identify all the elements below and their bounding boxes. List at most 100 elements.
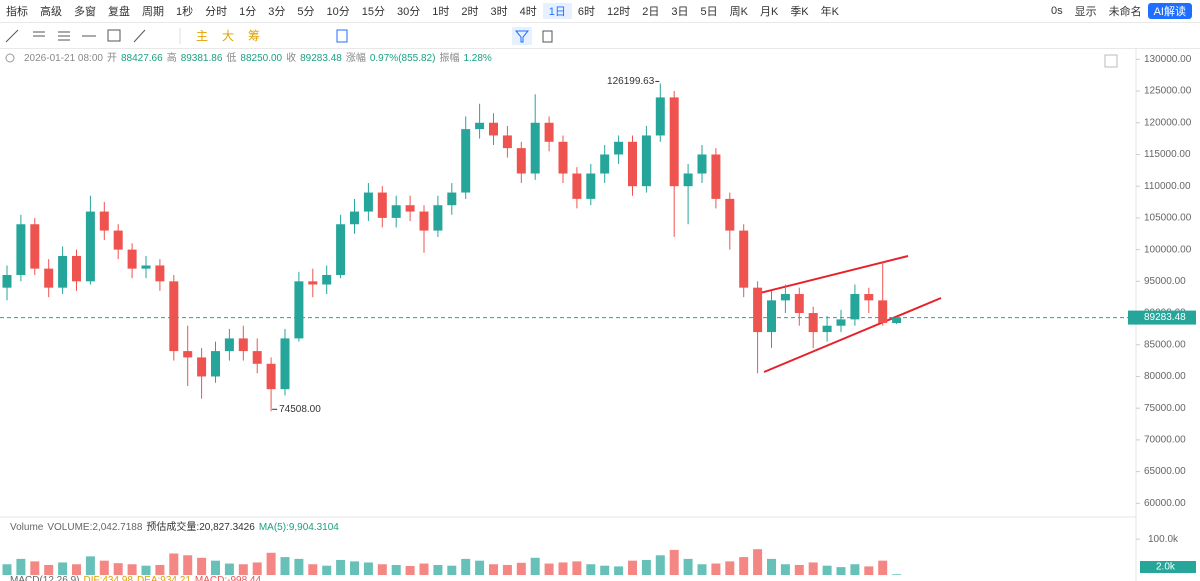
y-tick-label: 110000.00 [1144, 181, 1191, 192]
info-text: MACD:-998.44 [195, 575, 262, 581]
info-text: 振幅 [439, 51, 459, 64]
volume-bar [2, 564, 12, 575]
toolbar-item[interactable]: 分时 [205, 6, 228, 18]
volume-bar [113, 563, 123, 575]
volume-bar [544, 563, 554, 575]
candle-body [780, 294, 790, 301]
candle-body [614, 141, 624, 155]
volume-bar [30, 561, 40, 575]
tool-delete[interactable] [542, 30, 553, 43]
candle-body [85, 211, 95, 282]
candle-body [113, 230, 123, 250]
candle-body [350, 211, 359, 225]
toolbar-item[interactable]: 复盘 [108, 6, 130, 18]
collapse-icon [5, 53, 15, 63]
toolbar: 指标 高级 多窗 复盘 周期 1秒 分时 1分 3分 5分 10分 15分 30分 1时 2时 3时 4时 1日 6… [0, 0, 1200, 23]
toolbar-item[interactable]: 5日 [700, 6, 718, 18]
last-price-box [1128, 310, 1196, 325]
volume-bar [252, 562, 262, 575]
toolbar-item[interactable]: 1日 [542, 3, 572, 19]
volume-bar [363, 562, 373, 575]
volume-bar [572, 561, 582, 575]
info-text: 涨幅 [346, 51, 366, 64]
v-tick-label: 100.0k [1148, 534, 1179, 545]
volume-last-label: 2.0k [1156, 562, 1176, 573]
y-tick-label: 100000.00 [1144, 244, 1192, 255]
volume-bar [99, 560, 109, 575]
toolbar-item[interactable]: 3日 [671, 6, 689, 18]
volume-bar [836, 567, 846, 575]
volume-bar [447, 565, 457, 575]
volume-bar [697, 564, 707, 575]
toolbar-item[interactable]: 多窗 [74, 6, 96, 18]
toolbar-item[interactable]: 3时 [490, 6, 508, 18]
info-text: 高 [167, 51, 177, 64]
tool-copy[interactable] [336, 29, 348, 43]
candle-body [739, 230, 749, 288]
volume-bar [322, 565, 332, 575]
toolbar-item[interactable]: 15分 [361, 6, 385, 18]
toolbar-item[interactable]: 6时 [577, 6, 595, 18]
volume-bar [197, 557, 207, 575]
volume-bar [377, 564, 387, 575]
fullscreen-icon[interactable] [1104, 54, 1118, 68]
candle-body [586, 173, 596, 199]
volume-bar [155, 564, 165, 575]
candle-body [475, 122, 485, 130]
toolbar-item[interactable]: 10分 [326, 6, 350, 18]
candle-body [767, 300, 776, 333]
toolbar-item[interactable]: 2时 [461, 6, 479, 18]
volume-info: Volume VOLUME:2,042.7188 预估成交量:20,827.3426… [10, 520, 339, 533]
toolbar-item[interactable]: 3分 [268, 6, 286, 18]
tool-rect[interactable] [107, 29, 121, 42]
candle-body [363, 192, 373, 212]
toolbar-item[interactable]: 1分 [239, 6, 257, 18]
candle-body [822, 325, 832, 333]
candle-body [127, 249, 137, 269]
toolbar-item[interactable]: 季K [790, 6, 809, 18]
volume-bar [391, 564, 401, 575]
toolbar-item[interactable]: 1时 [432, 6, 450, 18]
candle-body [697, 154, 707, 174]
info-text: MA(5):9,904.3104 [259, 522, 339, 533]
toolbar-item[interactable]: 1秒 [176, 6, 194, 18]
tool-text[interactable]: 主 [196, 29, 208, 43]
toolbar-item[interactable]: 4时 [519, 6, 537, 18]
candle-body [183, 351, 193, 358]
volume-bar [614, 566, 624, 575]
toolbar-item[interactable]: 周K [729, 6, 748, 18]
volume-bar [864, 566, 874, 575]
info-text: 89283.48 [300, 53, 342, 64]
candle-body [669, 97, 679, 187]
candle-body [572, 173, 582, 199]
toolbar-item[interactable]: 月K [759, 6, 779, 18]
toolbar-item[interactable]: 0s [1050, 5, 1063, 17]
tool-filter[interactable] [514, 30, 530, 43]
toolbar-item[interactable]: 指标 [6, 6, 28, 18]
toolbar-item[interactable]: 显示 [1074, 6, 1097, 18]
volume-bar [822, 565, 832, 575]
toolbar-item[interactable]: 周期 [142, 6, 164, 18]
volume-bar [266, 552, 276, 575]
toolbar-item[interactable]: 年K [820, 6, 839, 18]
tool-brush[interactable] [133, 29, 146, 43]
tool-text[interactable]: 大 [222, 29, 234, 43]
trend-line[interactable] [759, 255, 909, 294]
volume-bar [127, 564, 137, 575]
tool-text[interactable]: 筹 [248, 29, 260, 43]
candle-body [169, 281, 179, 352]
toolbar-item[interactable]: 未命名 [1108, 6, 1142, 18]
toolbar-item[interactable]: 5分 [297, 6, 315, 18]
volume-bar [350, 561, 359, 575]
toolbar-item[interactable]: AI解读 [1147, 3, 1192, 19]
toolbar-item[interactable]: 30分 [397, 6, 421, 18]
toolbar-item[interactable]: 2日 [642, 6, 660, 18]
tool-line[interactable] [5, 29, 19, 43]
trend-line[interactable] [763, 297, 942, 373]
volume-bar [767, 558, 776, 575]
y-tick-label: 130000.00 [1144, 54, 1192, 65]
info-text: 88250.00 [240, 53, 282, 64]
toolbar-item[interactable]: 高级 [40, 6, 62, 18]
candle-body [711, 154, 721, 199]
toolbar-item[interactable]: 12时 [607, 6, 631, 18]
